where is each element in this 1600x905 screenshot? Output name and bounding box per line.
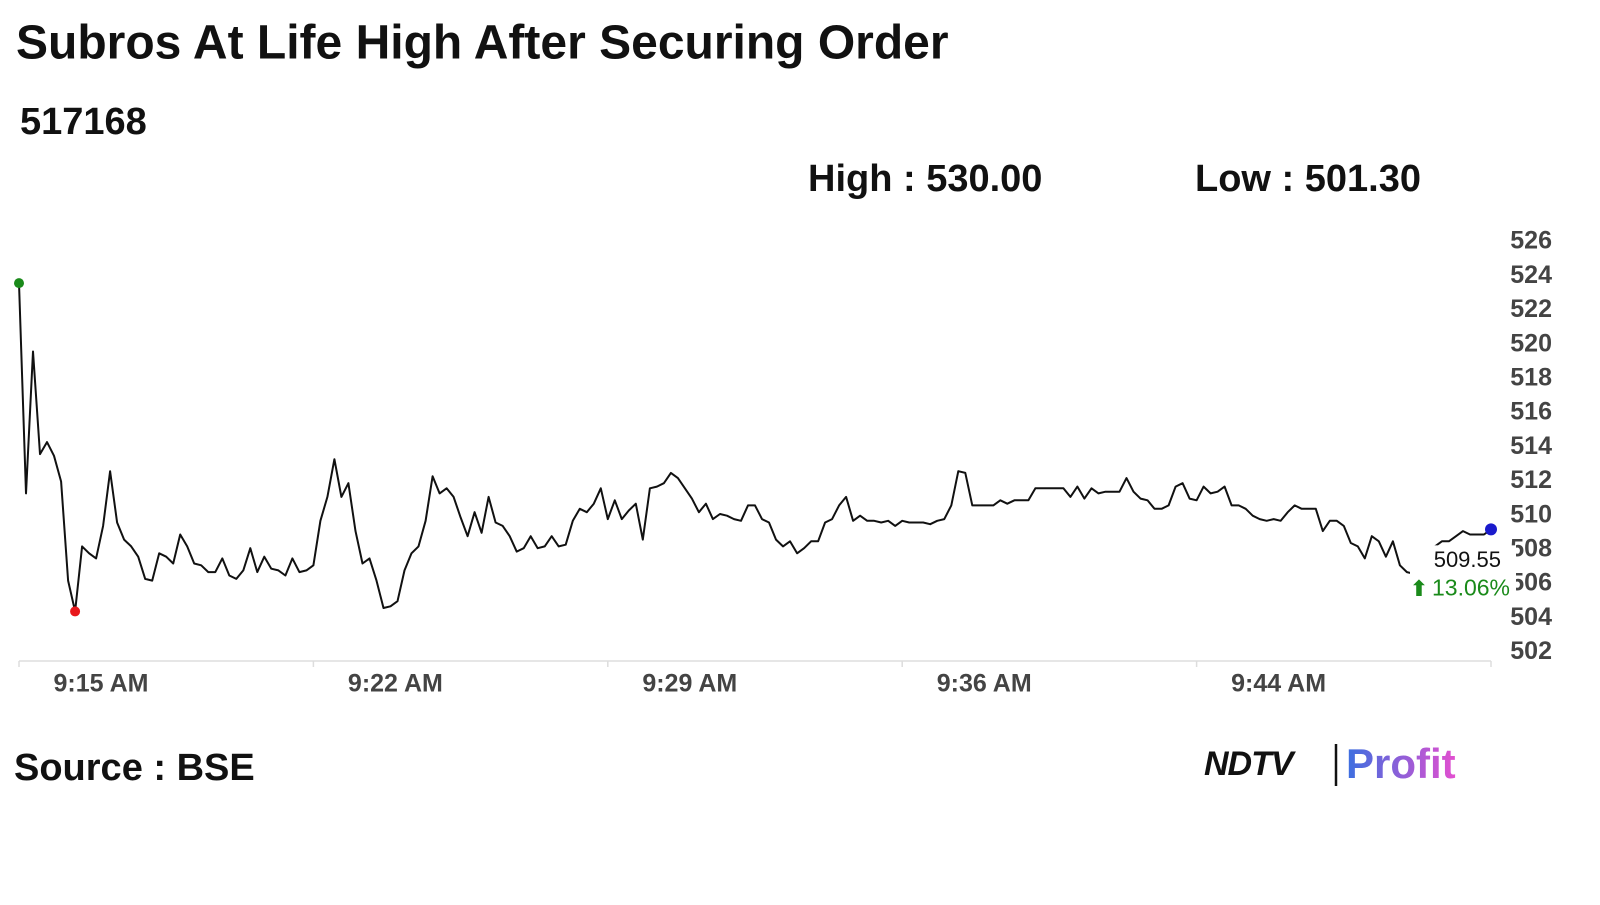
point-marker bbox=[14, 278, 24, 289]
x-tick-label: 9:29 AM bbox=[642, 670, 737, 698]
y-tick-label: 526 bbox=[1510, 227, 1552, 255]
low-label: Low : 501.30 bbox=[1195, 158, 1421, 200]
source: Source : BSE bbox=[14, 747, 255, 789]
y-tick-label: 522 bbox=[1510, 295, 1552, 323]
y-tick-label: 508 bbox=[1510, 534, 1552, 562]
change-label: 13.06% bbox=[1432, 574, 1510, 600]
x-tick-label: 9:36 AM bbox=[937, 670, 1032, 698]
y-tick-label: 516 bbox=[1510, 398, 1552, 426]
y-tick-label: 514 bbox=[1510, 432, 1552, 460]
chart-title: Subros At Life High After Securing Order bbox=[16, 17, 949, 70]
price-line bbox=[18, 283, 1492, 613]
y-tick-label: 518 bbox=[1510, 363, 1552, 391]
brand-ndtv: NDTV bbox=[1204, 745, 1297, 783]
last-price-label: 509.55 bbox=[1434, 547, 1501, 572]
high-label: High : 530.00 bbox=[808, 158, 1042, 200]
label-bg bbox=[1410, 545, 1516, 604]
y-tick-label: 502 bbox=[1510, 637, 1552, 665]
stock-code: 517168 bbox=[20, 101, 147, 143]
y-tick-label: 506 bbox=[1510, 569, 1552, 597]
y-tick-label: 524 bbox=[1510, 261, 1552, 289]
point-marker bbox=[70, 606, 81, 617]
x-tick-label: 9:44 AM bbox=[1231, 670, 1326, 698]
point-marker bbox=[1485, 523, 1497, 536]
y-tick-label: 520 bbox=[1510, 329, 1552, 357]
brand-profit: Profit bbox=[1346, 740, 1456, 787]
y-tick-label: 510 bbox=[1510, 500, 1552, 528]
x-tick-label: 9:15 AM bbox=[54, 670, 149, 698]
x-tick-label: 9:22 AM bbox=[348, 670, 443, 698]
y-tick-label: 512 bbox=[1510, 466, 1552, 494]
change-arrow: ⬆ bbox=[1410, 576, 1428, 601]
y-tick-label: 504 bbox=[1510, 603, 1552, 631]
brand-logo: NDTV Profit bbox=[1204, 740, 1456, 787]
